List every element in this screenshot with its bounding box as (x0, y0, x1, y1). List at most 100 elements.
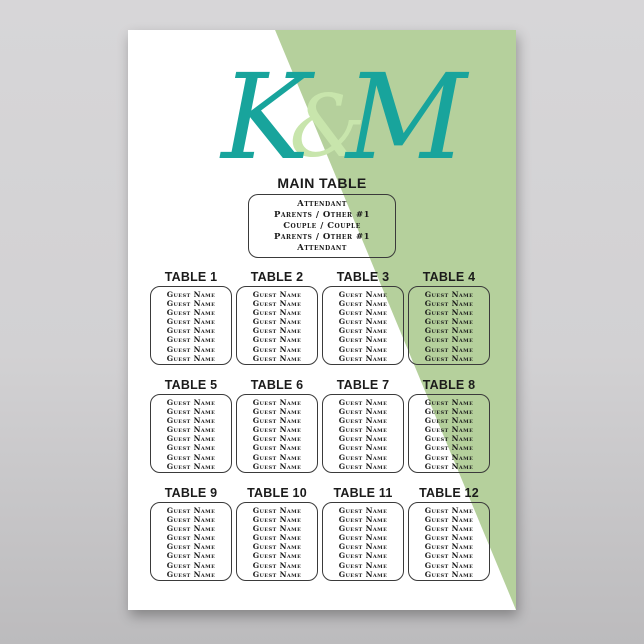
table-label: TABLE 7 (336, 378, 390, 392)
main-table-box: Attendant Parents / Other #1 Couple / Coup… (248, 194, 396, 258)
guest-name: Guest Name (166, 317, 216, 327)
table-section: TABLE 11 Guest Name Guest Name Guest Name Gu… (322, 486, 404, 581)
guest-name: Guest Name (166, 335, 216, 345)
guest-name: Guest Name (424, 533, 474, 543)
guest-name: Guest Name (166, 506, 216, 515)
guest-name: Guest Name (338, 335, 388, 345)
guest-name: Guest Name (424, 443, 474, 453)
guest-name: Guest Name (252, 344, 302, 354)
guest-name: Guest Name (424, 569, 474, 579)
guest-name: Guest Name (166, 425, 216, 435)
guest-list-box: Guest Name Guest Name Guest Name Guest Name… (236, 394, 318, 473)
guest-name: Guest Name (166, 353, 216, 363)
table-label: TABLE 3 (336, 270, 390, 284)
guest-name: Guest Name (166, 407, 216, 417)
table-section: TABLE 8 Guest Name Guest Name Guest Name Gue… (408, 378, 490, 473)
guest-name: Guest Name (166, 542, 216, 552)
guest-name: Guest Name (252, 461, 302, 471)
guest-name: Guest Name (338, 551, 388, 561)
guest-name: Guest Name (338, 569, 388, 579)
guest-name: Guest Name (424, 335, 474, 345)
guest-name: Guest Name (338, 290, 388, 299)
guest-name: Guest Name (338, 443, 388, 453)
guest-name: Guest Name (338, 515, 388, 525)
guest-name: Guest Name (252, 506, 302, 515)
table-section: TABLE 7 Guest Name Guest Name Guest Name Gue… (322, 378, 404, 473)
table-section: TABLE 9 Guest Name Guest Name Guest Name Gue… (150, 486, 232, 581)
guest-name: Guest Name (166, 434, 216, 444)
guest-name: Guest Name (252, 515, 302, 525)
guest-name: Guest Name (338, 434, 388, 444)
guest-name: Guest Name (424, 326, 474, 336)
guest-name: Guest Name (338, 533, 388, 543)
guest-name: Guest Name (338, 299, 388, 309)
guest-name: Guest Name (338, 416, 388, 426)
table-label: TABLE 11 (333, 486, 393, 500)
main-table-entry: Parents / Other #1 (273, 210, 370, 220)
guest-name: Guest Name (166, 290, 216, 299)
guest-name: Guest Name (166, 461, 216, 471)
guest-name: Guest Name (252, 290, 302, 299)
seating-chart-poster: K & M MAIN TABLE Attendant Parents / Othe… (128, 30, 516, 610)
guest-name: Guest Name (338, 398, 388, 407)
guest-name: Guest Name (252, 452, 302, 462)
guest-name: Guest Name (424, 317, 474, 327)
main-table-entry: Attendant (297, 199, 347, 209)
table-section: TABLE 1 Guest Name Guest Name Guest Name Gue… (150, 270, 232, 365)
guest-name: Guest Name (338, 560, 388, 570)
guest-name: Guest Name (338, 542, 388, 552)
guest-name: Guest Name (166, 452, 216, 462)
guest-name: Guest Name (338, 425, 388, 435)
guest-name: Guest Name (252, 326, 302, 336)
guest-name: Guest Name (424, 461, 474, 471)
table-section: TABLE 5 Guest Name Guest Name Guest Name Gue… (150, 378, 232, 473)
guest-name: Guest Name (166, 560, 216, 570)
guest-name: Guest Name (166, 551, 216, 561)
guest-list-box: Guest Name Guest Name Guest Name Guest Name… (236, 502, 318, 581)
guest-name: Guest Name (166, 308, 216, 318)
guest-name: Guest Name (166, 569, 216, 579)
main-table-title: MAIN TABLE (277, 175, 367, 191)
guest-list-box: Guest Name Guest Name Guest Name Guest Name… (150, 394, 232, 473)
guest-name: Guest Name (424, 398, 474, 407)
guest-name: Guest Name (166, 515, 216, 525)
monogram-ampersand: & (289, 77, 366, 177)
table-section: TABLE 4 Guest Name Guest Name Guest Name Gue… (408, 270, 490, 365)
guest-name: Guest Name (252, 398, 302, 407)
guest-name: Guest Name (252, 443, 302, 453)
tables-grid: TABLE 1 Guest Name Guest Name Guest Name Gue… (150, 270, 490, 581)
guest-list-box: Guest Name Guest Name Guest Name Guest Name… (322, 394, 404, 473)
couple-monogram: K & M (221, 58, 467, 176)
guest-name: Guest Name (338, 461, 388, 471)
guest-name: Guest Name (338, 326, 388, 336)
guest-name: Guest Name (338, 308, 388, 318)
guest-name: Guest Name (424, 299, 474, 309)
table-label: TABLE 4 (422, 270, 476, 284)
guest-name: Guest Name (424, 551, 474, 561)
guest-name: Guest Name (252, 551, 302, 561)
guest-list-box: Guest Name Guest Name Guest Name Guest Name… (408, 502, 490, 581)
table-label: TABLE 9 (164, 486, 218, 500)
guest-name: Guest Name (252, 407, 302, 417)
table-label: TABLE 10 (247, 486, 307, 500)
guest-name: Guest Name (252, 434, 302, 444)
guest-list-box: Guest Name Guest Name Guest Name Guest Name… (322, 286, 404, 365)
guest-name: Guest Name (424, 353, 474, 363)
table-label: TABLE 6 (250, 378, 304, 392)
guest-name: Guest Name (252, 335, 302, 345)
main-table-entry: Parents / Other #1 (273, 232, 370, 242)
guest-name: Guest Name (424, 452, 474, 462)
guest-name: Guest Name (252, 542, 302, 552)
main-table-section: MAIN TABLE Attendant Parents / Other #1 Co… (128, 176, 516, 258)
main-table-entry: Attendant (297, 243, 347, 253)
guest-name: Guest Name (166, 398, 216, 407)
guest-name: Guest Name (424, 524, 474, 534)
guest-list-box: Guest Name Guest Name Guest Name Guest Name… (408, 286, 490, 365)
guest-name: Guest Name (252, 317, 302, 327)
table-section: TABLE 12 Guest Name Guest Name Guest Name Gu… (408, 486, 490, 581)
main-table-entry: Couple / Couple (283, 221, 361, 231)
table-label: TABLE 8 (422, 378, 476, 392)
guest-name: Guest Name (166, 443, 216, 453)
table-label: TABLE 1 (164, 270, 218, 284)
